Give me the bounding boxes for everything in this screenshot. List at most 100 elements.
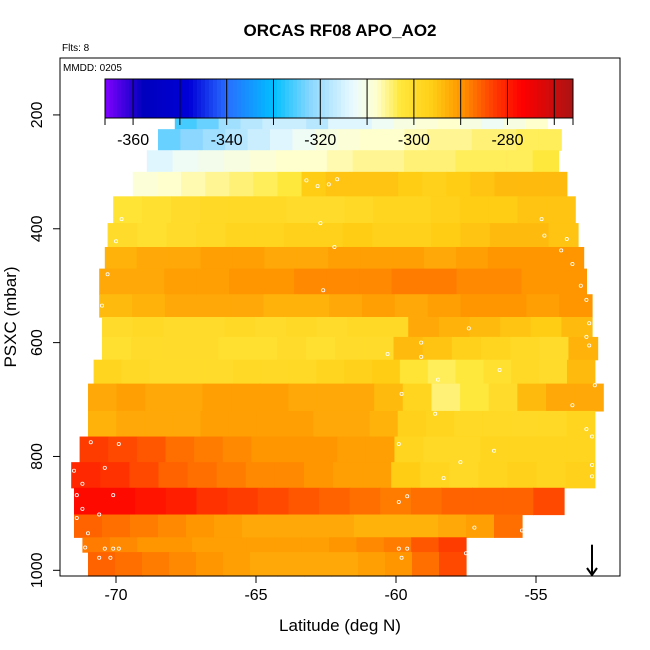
observation-point [111,546,116,551]
heatmap-cell [193,317,226,338]
heatmap-cell [285,410,314,438]
colorbar-segment [553,79,558,118]
colorbar-segment [197,79,202,118]
heatmap-cell [196,487,228,516]
heatmap-cell [156,171,182,197]
heatmap-cell [526,294,560,318]
colorbar-segment [561,79,566,118]
heatmap-cell [548,223,579,248]
heatmap-cell [306,336,336,361]
colorbar-segment [189,79,194,118]
heatmap-cell [99,268,133,295]
colorbar-segment [329,79,334,118]
colorbar-tick-label: -340 [211,132,243,149]
heatmap-cell [341,410,371,438]
observation-point [111,493,116,498]
heatmap-cell [539,336,570,361]
colorbar-segment [469,79,474,118]
observation-point [88,440,93,445]
observation-point [396,499,401,504]
heatmap-cell [263,294,297,318]
heatmap-cell [566,410,596,438]
heatmap-cell [404,129,428,151]
heatmap-cell [197,294,232,318]
observation-point [405,494,410,499]
heatmap-cell [538,410,568,438]
heatmap-cell [145,383,175,412]
colorbar-segment [293,79,298,118]
heatmap-cell [255,317,287,338]
colorbar-segment [545,79,550,118]
heatmap-cell [439,552,467,577]
heatmap-cell [519,223,550,248]
heatmap-cell [446,171,471,197]
heatmap-cell [542,171,568,197]
colorbar-segment [337,79,342,118]
heatmap-cell [303,462,334,489]
heatmap-cell [382,129,405,151]
heatmap-cell [460,223,491,248]
heatmap-cell [488,268,523,295]
heatmap-cell [537,436,567,463]
colorbar-segment [125,79,130,118]
heatmap-cell [431,223,461,248]
heatmap-cell [304,552,332,577]
heatmap-cell [559,294,593,318]
colorbar-segment [557,79,562,118]
heatmap-cell [510,410,540,438]
y-axis: 200 400 600 800 1000 [29,101,60,588]
observation-point [102,546,107,551]
heatmap-cell [539,359,568,385]
heatmap-cell [420,462,450,489]
colorbar-tick-label: -300 [398,132,430,149]
heatmap-cell [253,171,279,197]
heatmap-cell [506,150,534,173]
colorbar: -360 -340 -320 -300 -280 [104,78,574,149]
observation-point [97,512,102,517]
observation-point [335,177,340,182]
colorbar-segment [133,79,138,118]
heatmap-cell [172,410,202,438]
heatmap-cell [422,171,447,197]
heatmap-cell [483,359,512,385]
heatmap-cell [408,317,440,338]
heatmap-cell [494,514,523,538]
observation-point [539,217,544,222]
colorbar-segment [369,79,374,118]
heatmap-cell [158,514,187,538]
heatmap-cell [326,150,354,173]
x-tick-label: -60 [384,587,407,604]
heatmap-cell [88,383,118,412]
heatmap-cell [337,436,367,463]
heatmap-cell [168,246,202,270]
colorbar-segment [229,79,234,118]
heatmap-cell [500,317,532,338]
colorbar-segment [261,79,266,118]
colorbar-segment [389,79,394,118]
observation-point [419,340,424,345]
colorbar-segment [241,79,246,118]
observation-point [564,237,569,242]
colorbar-segment [181,79,186,118]
heatmap-cell [362,462,392,489]
heatmap-cell [251,436,281,463]
heatmap-cell [455,246,489,270]
colorbar-segment [285,79,290,118]
heatmap-cell [397,410,427,438]
heatmap-cell [74,487,106,516]
observation-point [466,326,471,331]
colorbar-segment [273,79,278,118]
heatmap-cell [481,150,508,173]
heatmap-cell [469,317,501,338]
heatmap-cell [121,359,150,385]
observation-point [116,441,121,446]
heatmap-cell [364,336,395,361]
observation-point [80,481,85,486]
colorbar-segment [265,79,270,118]
colorbar-segment [409,79,414,118]
heatmap-cell [392,246,425,270]
heatmap-cell [482,410,511,438]
heatmap-cell [333,462,363,489]
observation-point [304,178,309,183]
heatmap-cell [187,462,218,489]
